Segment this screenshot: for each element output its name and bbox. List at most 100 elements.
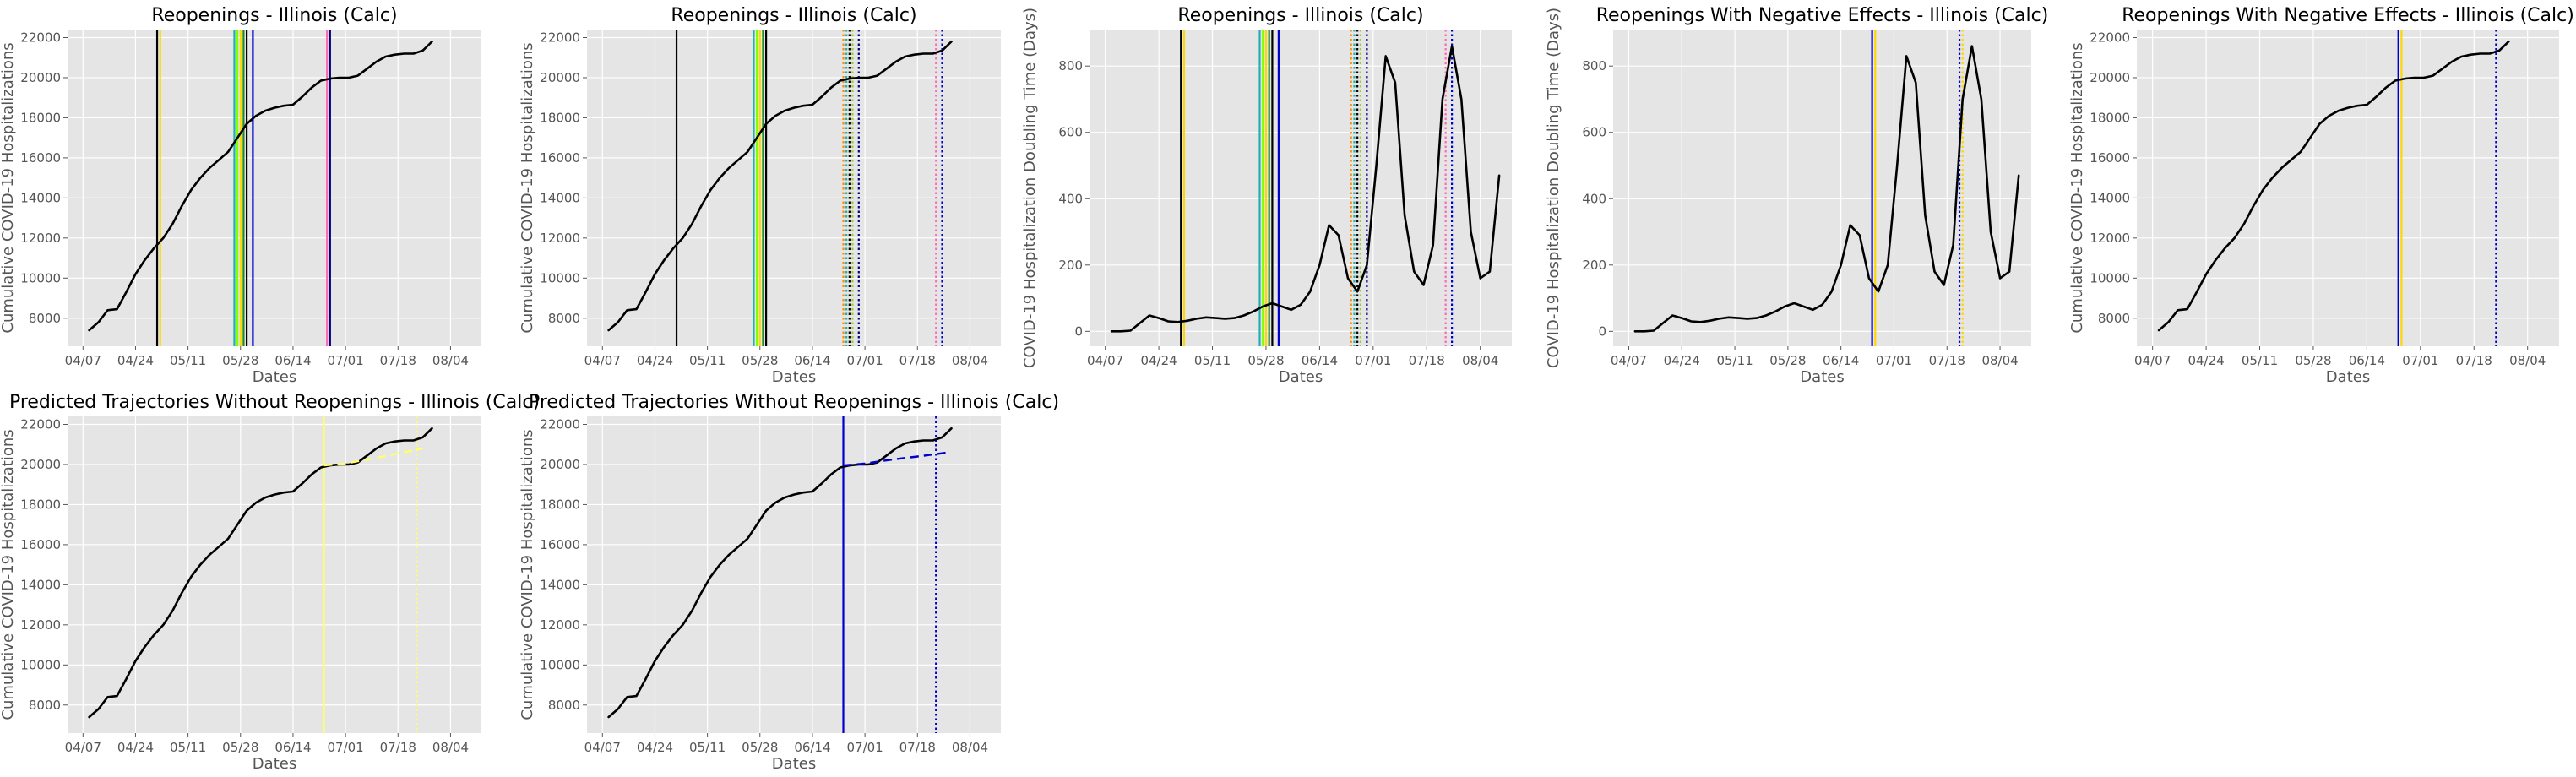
y-tick-label: 16000	[20, 150, 61, 166]
chart-6: 8000 10000 12000 14000 16000 18000 20000 22000 0…	[0, 392, 540, 773]
chart-4: 0 200 400 600 800 04/07 04/24 05/11 05/28 06/14 07…	[1545, 5, 2048, 386]
x-tick-label: 04/24	[637, 353, 673, 368]
y-axis-label: COVID-19 Hospitalization Doubling Time (…	[1545, 8, 1562, 368]
y-tick-label: 12000	[540, 617, 580, 633]
x-tick-label: 06/14	[794, 353, 830, 368]
x-tick-label: 07/18	[1929, 353, 1965, 368]
x-tick-label: 07/01	[846, 740, 883, 755]
y-tick-label: 8000	[548, 311, 580, 326]
y-tick-label: 22000	[540, 416, 580, 432]
y-tick-label: 200	[1058, 258, 1083, 273]
x-tick-label: 04/07	[65, 740, 101, 755]
y-tick-label: 16000	[540, 537, 580, 552]
x-axis-label: Dates	[253, 368, 296, 386]
x-tick-label: 08/04	[1462, 353, 1498, 368]
x-tick-label: 07/18	[899, 740, 936, 755]
doubling-time-line	[1110, 45, 1501, 333]
x-tick-label: 07/01	[327, 353, 363, 368]
x-axis-label: Dates	[772, 368, 816, 386]
x-tick-label: 05/28	[742, 353, 778, 368]
x-tick-label: 06/14	[274, 353, 311, 368]
y-axis-label: Cumulative COVID-19 Hospitalizations	[519, 42, 536, 333]
predicted-trajectory-line	[323, 447, 423, 467]
x-axis-label: Dates	[772, 755, 816, 773]
x-tick-label: 07/01	[846, 353, 883, 368]
x-tick-label: 05/28	[742, 740, 778, 755]
doubling-time-line	[1633, 45, 2020, 333]
chart-title: Predicted Trajectories Without Reopening…	[9, 392, 540, 413]
plot-area	[68, 416, 481, 733]
y-tick-label: 14000	[540, 577, 580, 592]
x-tick-label: 05/28	[1769, 353, 1806, 368]
x-tick-label: 07/18	[2456, 353, 2492, 368]
y-tick-label: 8000	[548, 698, 580, 713]
y-tick-label: 20000	[2090, 70, 2130, 85]
x-tick-label: 07/18	[380, 740, 416, 755]
x-tick-label: 05/11	[1716, 353, 1753, 368]
plot-area	[68, 30, 481, 346]
y-tick-label: 800	[1058, 58, 1083, 73]
cumulative-line	[88, 427, 433, 719]
x-tick-label: 06/14	[1302, 353, 1338, 368]
y-tick-label: 600	[1058, 125, 1083, 140]
chart-5: 8000 10000 12000 14000 16000 18000 20000 22000 0…	[2068, 5, 2574, 386]
y-tick-label: 10000	[2090, 270, 2130, 285]
y-tick-label: 600	[1582, 125, 1606, 140]
y-tick-label: 8000	[29, 698, 61, 713]
y-tick-label: 0	[1074, 323, 1083, 339]
y-tick-label: 400	[1582, 191, 1606, 206]
plot-area	[587, 30, 1001, 346]
cumulative-line	[2157, 40, 2510, 332]
x-tick-label: 04/24	[117, 740, 154, 755]
x-axis-label: Dates	[253, 755, 296, 773]
x-tick-label: 04/07	[65, 353, 101, 368]
x-tick-label: 04/24	[2187, 353, 2224, 368]
x-tick-label: 07/01	[1876, 353, 1912, 368]
chart-title: Reopenings - Illinois (Calc)	[671, 5, 916, 26]
x-tick-label: 08/04	[1981, 353, 2018, 368]
y-tick-label: 18000	[540, 110, 580, 125]
x-axis-label: Dates	[2326, 368, 2370, 386]
x-tick-label: 04/24	[637, 740, 673, 755]
y-tick-label: 14000	[540, 190, 580, 205]
y-tick-label: 10000	[20, 270, 61, 285]
y-tick-label: 18000	[540, 497, 580, 512]
x-tick-label: 04/24	[1664, 353, 1700, 368]
y-tick-label: 20000	[20, 70, 61, 85]
x-tick-label: 06/14	[1823, 353, 1859, 368]
cumulative-line	[607, 427, 953, 719]
y-tick-label: 14000	[20, 190, 61, 205]
x-tick-label: 07/01	[2402, 353, 2438, 368]
x-tick-label: 08/04	[432, 353, 469, 368]
y-tick-label: 20000	[540, 457, 580, 472]
y-tick-label: 10000	[540, 657, 580, 672]
plot-area	[1090, 30, 1512, 346]
cumulative-line	[88, 40, 433, 332]
chart-title: Reopenings With Negative Effects - Illin…	[1596, 5, 2049, 26]
y-tick-label: 800	[1582, 58, 1606, 73]
x-tick-label: 04/07	[2134, 353, 2171, 368]
y-axis-label: Cumulative COVID-19 Hospitalizations	[0, 429, 17, 720]
x-tick-label: 05/28	[222, 353, 258, 368]
chart-title: Reopenings With Negative Effects - Illin…	[2122, 5, 2574, 26]
y-tick-label: 16000	[2090, 150, 2130, 166]
chart-title: Reopenings - Illinois (Calc)	[1177, 5, 1423, 26]
y-axis-label: Cumulative COVID-19 Hospitalizations	[2068, 42, 2086, 333]
x-tick-label: 04/07	[1087, 353, 1123, 368]
x-tick-label: 08/04	[432, 740, 469, 755]
chart-7: 8000 10000 12000 14000 16000 18000 20000 22000 0…	[519, 392, 1059, 773]
y-axis-label: COVID-19 Hospitalization Doubling Time (…	[1021, 8, 1039, 368]
y-tick-label: 8000	[29, 311, 61, 326]
y-tick-label: 16000	[20, 537, 61, 552]
x-tick-label: 05/11	[689, 740, 726, 755]
x-tick-label: 05/11	[1194, 353, 1231, 368]
x-tick-label: 07/18	[380, 353, 416, 368]
x-tick-label: 05/11	[170, 740, 206, 755]
x-tick-label: 07/01	[327, 740, 363, 755]
y-tick-label: 18000	[20, 110, 61, 125]
y-tick-label: 22000	[540, 30, 580, 45]
y-tick-label: 20000	[20, 457, 61, 472]
x-tick-label: 07/18	[1409, 353, 1445, 368]
y-axis-label: Cumulative COVID-19 Hospitalizations	[519, 429, 536, 720]
